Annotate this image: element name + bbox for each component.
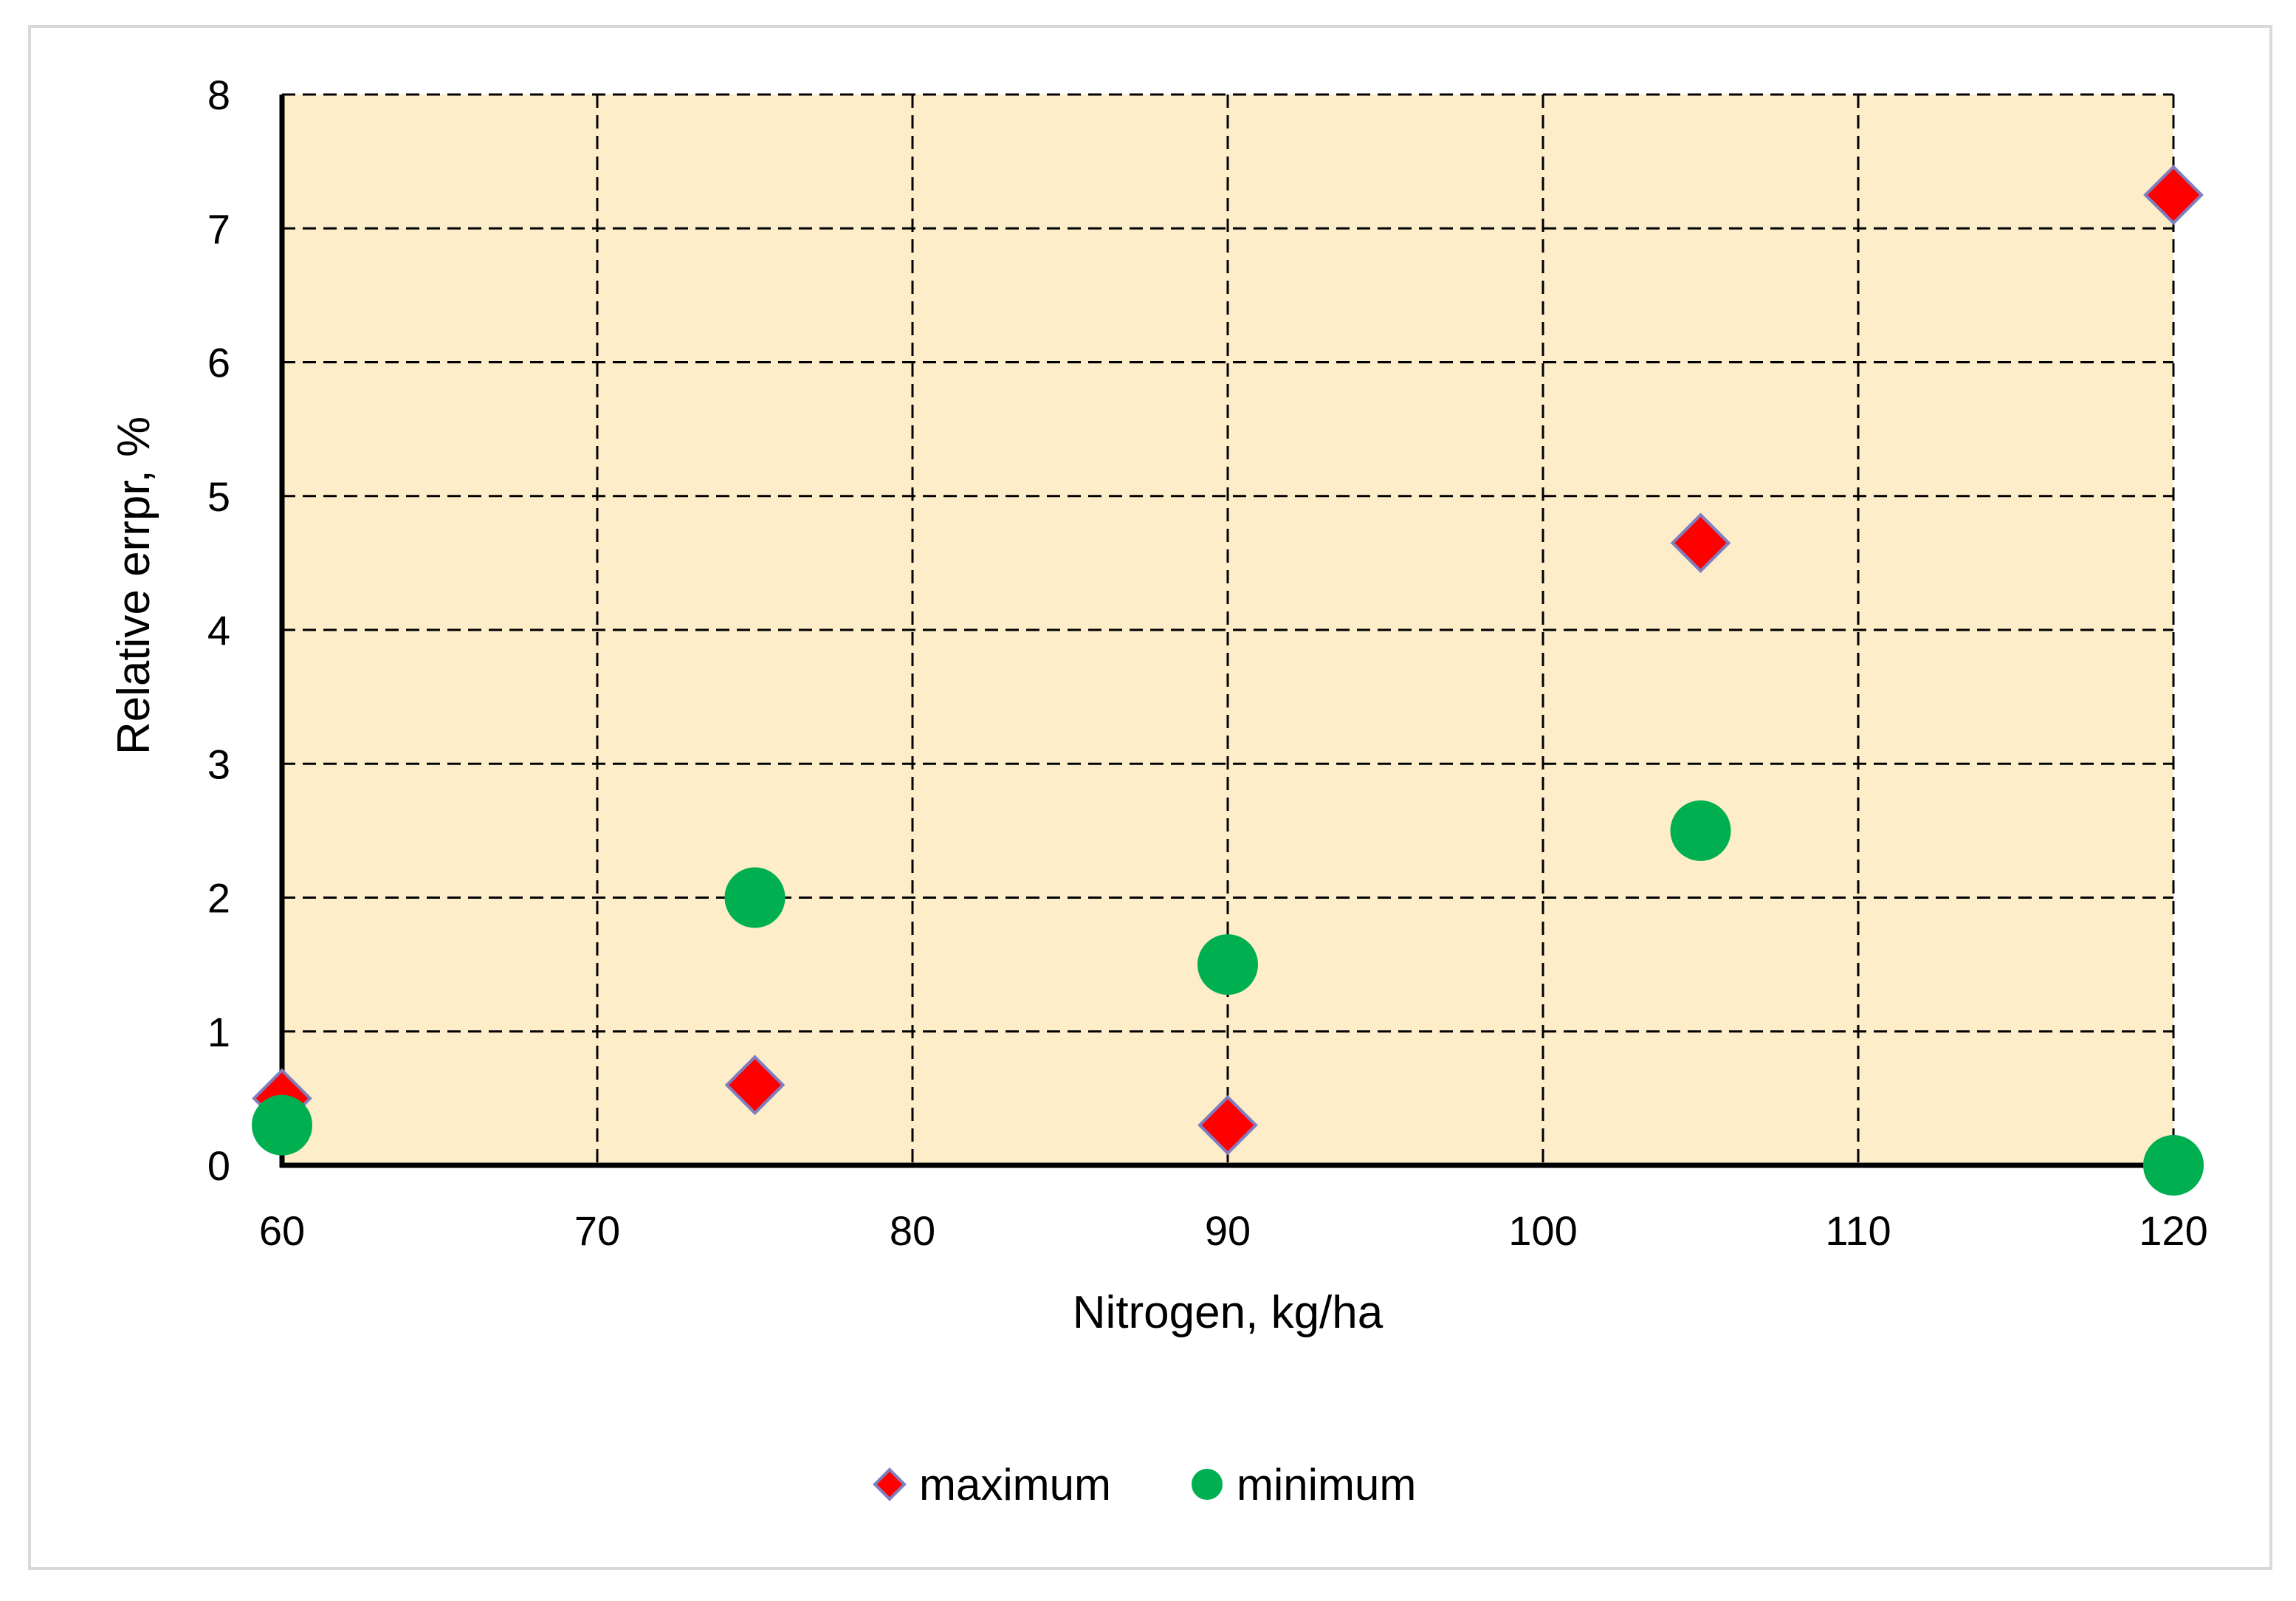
- x-tick-label: 100: [1508, 1207, 1577, 1254]
- y-tick-label: 5: [207, 473, 230, 520]
- y-tick-label: 8: [207, 72, 230, 118]
- minimum-point: [1197, 934, 1258, 995]
- series-minimum: [252, 800, 2204, 1196]
- y-tick-label: 7: [207, 205, 230, 252]
- minimum-point: [724, 867, 786, 928]
- legend-label: maximum: [919, 1460, 1111, 1509]
- legend-item-minimum: minimum: [1192, 1460, 1416, 1509]
- x-tick-label: 70: [574, 1207, 620, 1254]
- minimum-point: [1670, 800, 1731, 861]
- maximum-point: [724, 1055, 786, 1116]
- x-tick-label: 80: [890, 1207, 935, 1254]
- legend-marker: [873, 1467, 907, 1501]
- legend: maximum minimum: [873, 1460, 1416, 1509]
- y-tick-label: 0: [207, 1142, 230, 1189]
- data-points: [252, 165, 2204, 1196]
- maximum-point: [2143, 165, 2204, 225]
- legend-marker: [1192, 1469, 1223, 1500]
- y-tick-label: 2: [207, 875, 230, 922]
- x-tick-label: 110: [1825, 1207, 1891, 1254]
- x-axis-title: Nitrogen, kg/ha: [1073, 1287, 1384, 1338]
- y-tick-label: 3: [207, 741, 230, 787]
- tick-labels: 60 70 80 90 100 110 120 0 1 2 3 4 5 6 7 8: [207, 72, 2208, 1254]
- x-tick-label: 60: [259, 1207, 305, 1254]
- chart-frame: 60 70 80 90 100 110 120 0 1 2 3 4 5 6 7 8 Nitrogen, kg/…: [28, 25, 2272, 1570]
- y-tick-label: 4: [207, 607, 230, 654]
- legend-item-maximum: maximum: [873, 1460, 1111, 1509]
- x-tick-label: 120: [2139, 1207, 2207, 1254]
- maximum-point: [1670, 512, 1731, 574]
- minimum-point: [2143, 1135, 2204, 1196]
- y-tick-label: 6: [207, 340, 230, 386]
- scatter-chart: 60 70 80 90 100 110 120 0 1 2 3 4 5 6 7 8 Nitrogen, kg/…: [109, 72, 2208, 1509]
- y-tick-label: 1: [207, 1009, 230, 1055]
- legend-label: minimum: [1237, 1460, 1416, 1509]
- maximum-point: [1197, 1094, 1258, 1156]
- x-tick-label: 90: [1205, 1207, 1251, 1254]
- y-axis-title: Relative errpr, %: [109, 416, 159, 755]
- grid: [282, 93, 2175, 1165]
- axes: [279, 95, 2173, 1168]
- minimum-point: [252, 1094, 312, 1156]
